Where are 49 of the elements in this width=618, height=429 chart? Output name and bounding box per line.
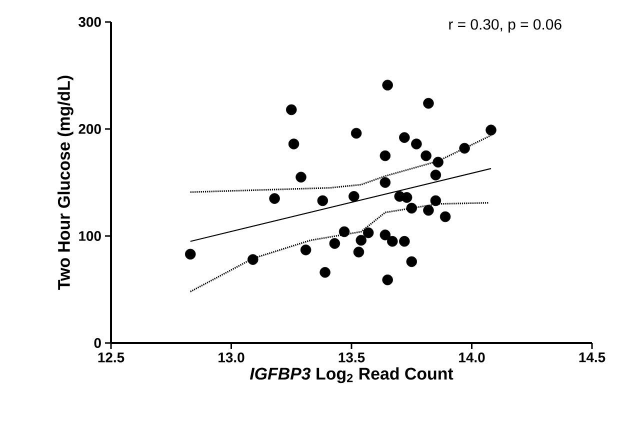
point <box>350 128 362 139</box>
point <box>401 192 412 203</box>
point <box>459 142 470 154</box>
point <box>380 177 391 188</box>
y-tick-label: 300 <box>78 17 101 27</box>
y-tick-label: 200 <box>78 124 101 134</box>
point <box>411 138 422 150</box>
point <box>486 124 496 136</box>
point <box>380 230 391 240</box>
point <box>329 238 340 249</box>
x-tick-label: 13.0 <box>218 352 244 362</box>
point <box>317 195 328 206</box>
point <box>338 226 350 238</box>
point <box>430 195 442 206</box>
point <box>423 204 434 216</box>
point <box>356 234 367 246</box>
point <box>432 156 444 168</box>
point <box>399 236 410 247</box>
x-tick-label: 14.0 <box>459 352 485 362</box>
point <box>184 248 196 260</box>
point <box>353 246 364 258</box>
point <box>348 191 360 202</box>
point <box>406 256 418 268</box>
point <box>399 132 410 143</box>
point <box>288 138 300 150</box>
point <box>406 202 418 214</box>
point <box>382 80 393 91</box>
point <box>320 267 330 278</box>
point <box>380 150 391 162</box>
point <box>440 211 451 222</box>
x-tick-label: 13.5 <box>338 352 365 362</box>
x-axis-title: IGFBP3 Log$_{2}$ Read Count <box>250 367 454 384</box>
point <box>296 172 306 183</box>
point <box>286 104 297 116</box>
y-axis-title: Two Hour Glucose (mg/dL) <box>58 76 74 290</box>
point <box>423 98 434 109</box>
point <box>420 150 432 162</box>
point <box>362 227 374 238</box>
x-tick-label: 12.5 <box>98 352 124 362</box>
point <box>269 193 280 204</box>
x-tick-label: 14.5 <box>579 352 606 362</box>
point <box>382 274 393 286</box>
point <box>248 254 258 265</box>
point <box>300 244 312 256</box>
annotation: r = 0.30, p = 0.06 <box>449 19 562 33</box>
y-tick-label: 100 <box>79 231 101 241</box>
point <box>387 236 398 247</box>
point <box>430 170 442 180</box>
y-tick-label: 0 <box>94 338 101 348</box>
